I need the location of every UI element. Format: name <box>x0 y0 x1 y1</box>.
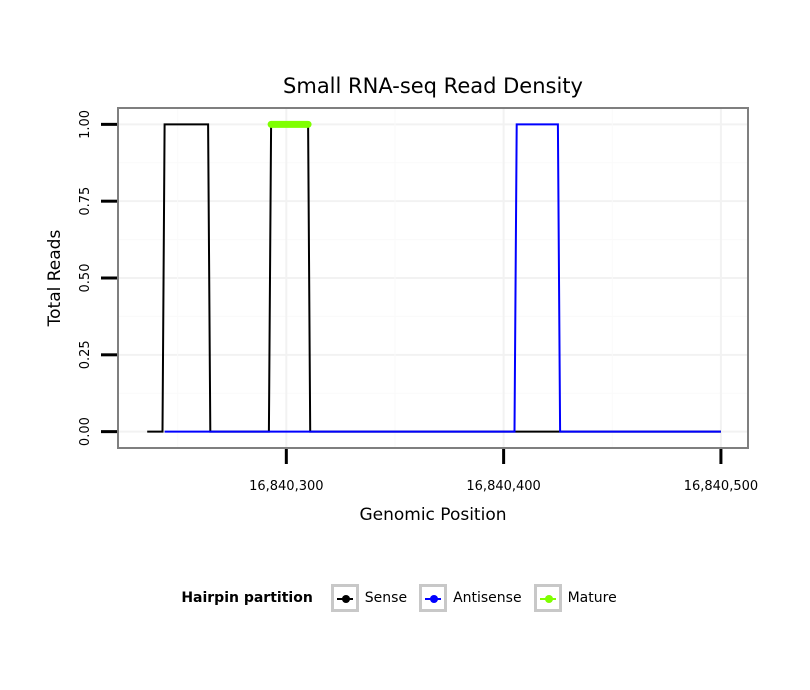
x-axis-label: Genomic Position <box>359 505 506 525</box>
chart-title: Small RNA-seq Read Density <box>283 74 583 98</box>
y-tick-label-4: 1.00 <box>78 110 93 139</box>
y-tick-label-3: 0.75 <box>78 187 93 216</box>
legend-item-antisense: Antisense <box>419 584 522 612</box>
y-tick-label-2: 0.50 <box>78 264 93 293</box>
legend: Hairpin partition Sense Antisense Mature <box>0 578 810 618</box>
x-tick-label-1: 16,840,400 <box>466 479 540 494</box>
y-axis: 0.00 0.25 0.50 0.75 1.00 <box>78 110 117 446</box>
legend-key-sense <box>330 584 359 612</box>
series-line-antisense <box>164 123 721 433</box>
legend-key-mature <box>533 584 562 612</box>
x-axis: 16,840,300 16,840,400 16,840,500 <box>249 449 758 494</box>
y-tick-label-0: 0.00 <box>78 417 93 446</box>
legend-item-sense: Sense <box>330 584 408 612</box>
legend-item-mature: Mature <box>533 584 617 612</box>
legend-label-antisense: Antisense <box>453 590 522 606</box>
x-tick-label-0: 16,840,300 <box>249 479 323 494</box>
legend-label-mature: Mature <box>567 590 617 606</box>
y-axis-label: Total Reads <box>45 230 65 328</box>
legend-key-antisense <box>419 584 448 612</box>
legend-title: Hairpin partition <box>181 590 313 606</box>
legend-label-sense: Sense <box>364 590 408 606</box>
x-tick-label-2: 16,840,500 <box>684 479 758 494</box>
series-layer <box>147 120 721 433</box>
y-tick-label-1: 0.25 <box>78 340 93 369</box>
